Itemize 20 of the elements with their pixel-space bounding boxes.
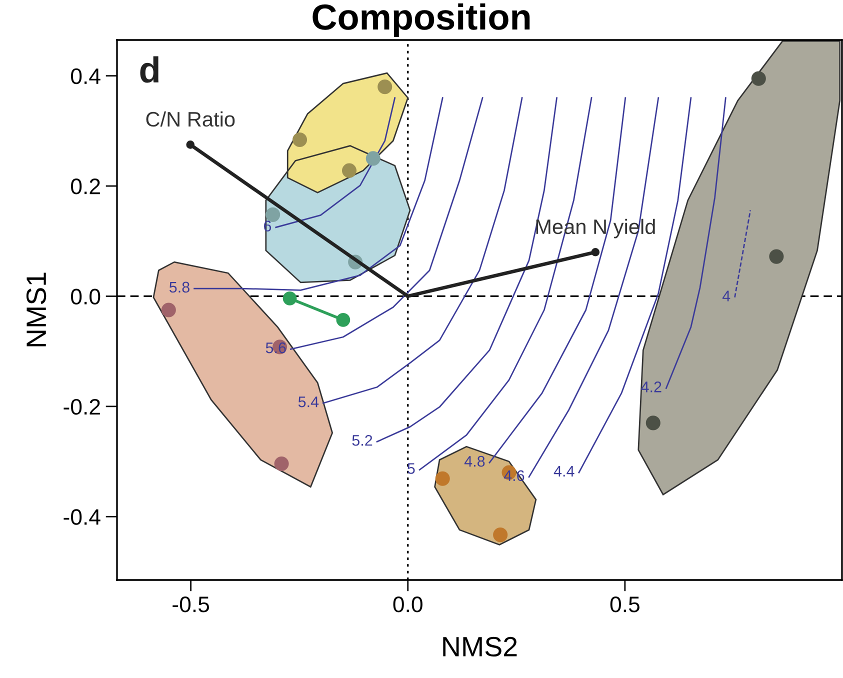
x-tick-label: -0.5 bbox=[172, 596, 210, 612]
y-tick-label: 0.2 bbox=[71, 178, 100, 194]
series-label: 5.8 bbox=[169, 282, 190, 293]
x-axis-title: NMS2 bbox=[443, 636, 517, 657]
chart-title: Composition bbox=[312, 3, 530, 38]
y-tick-label: -0.2 bbox=[64, 398, 100, 415]
annotation: d bbox=[140, 56, 158, 83]
series-label: 5 bbox=[408, 463, 415, 474]
series-label: C/N Ratio bbox=[146, 111, 235, 127]
series-label: 4.4 bbox=[554, 466, 574, 476]
series-label: 4 bbox=[722, 290, 730, 302]
series-label: 5.2 bbox=[352, 434, 372, 446]
y-tick-label: 0.0 bbox=[71, 288, 100, 304]
y-tick-label: 0.4 bbox=[71, 68, 100, 84]
series-label: 4.8 bbox=[464, 456, 485, 467]
x-tick-label: 0.0 bbox=[393, 596, 422, 612]
series-label: 5.4 bbox=[298, 396, 319, 408]
y-tick-label: -0.4 bbox=[64, 509, 100, 525]
x-tick-label: 0.5 bbox=[610, 596, 640, 612]
y-axis-title: NMS1 bbox=[26, 272, 46, 346]
